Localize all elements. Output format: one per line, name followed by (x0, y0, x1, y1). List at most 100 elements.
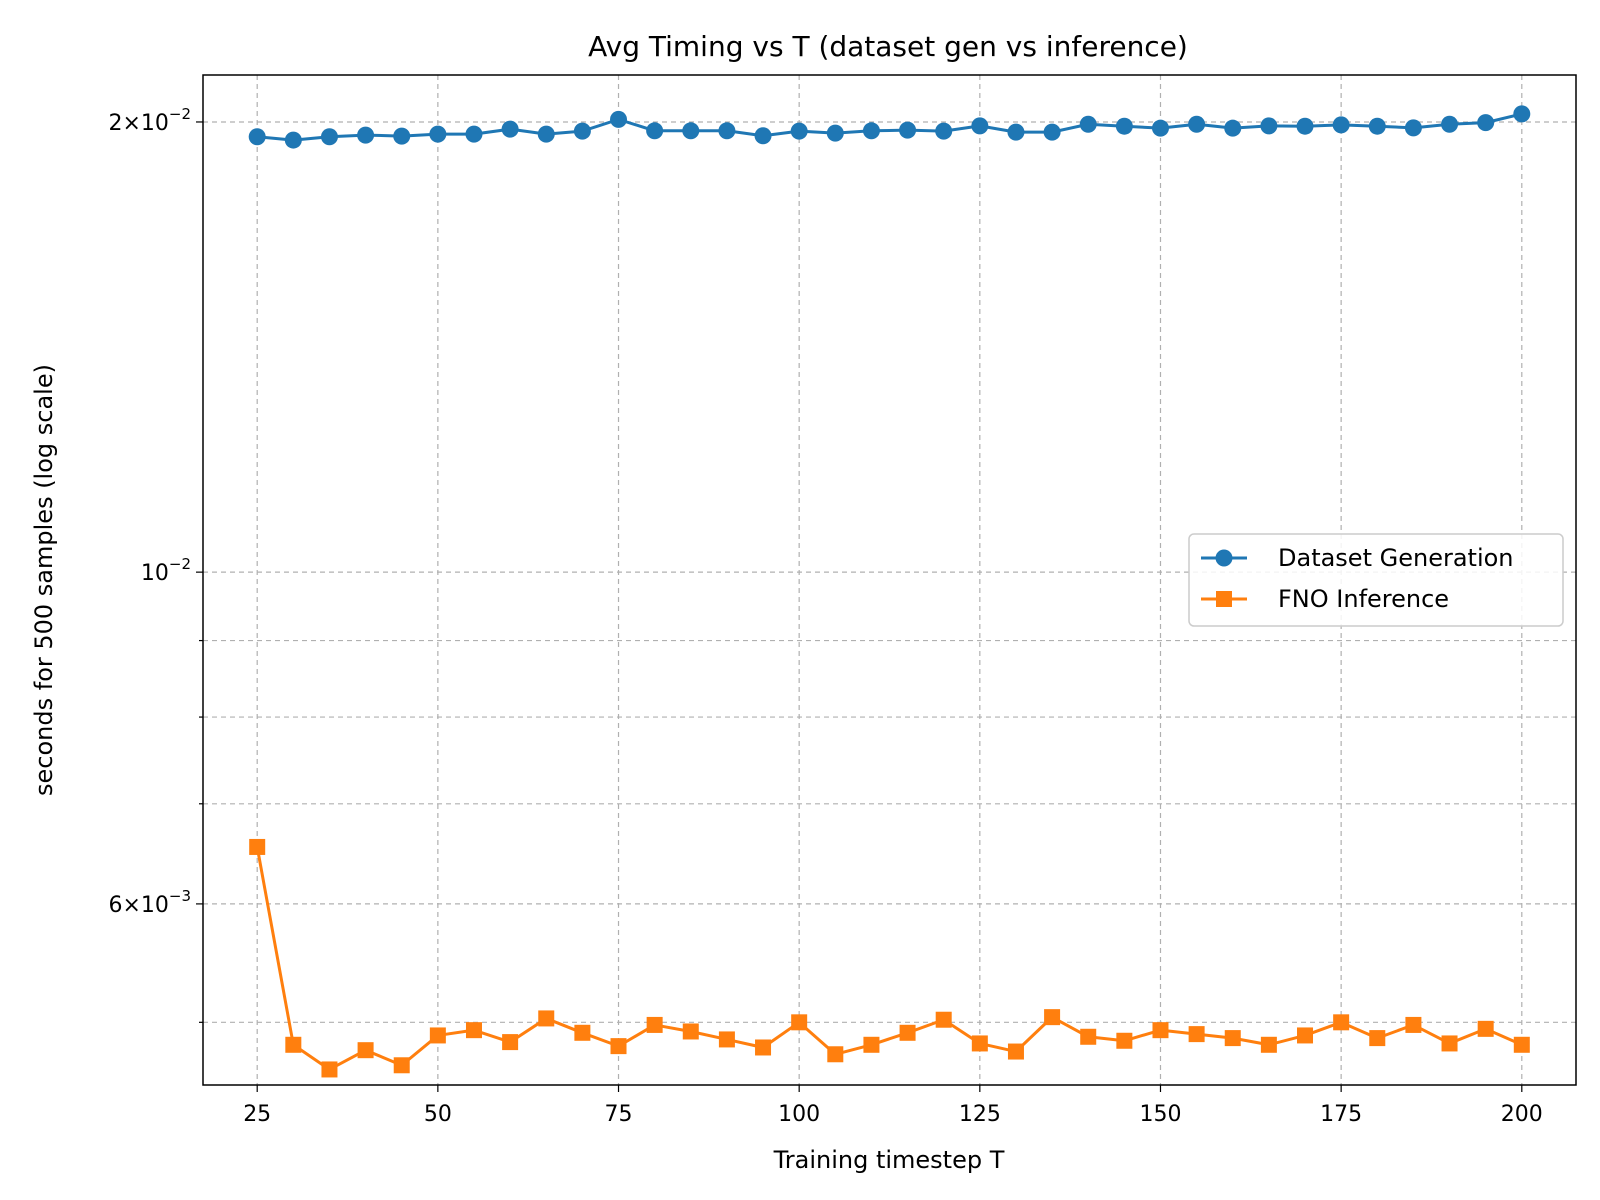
data-point (393, 127, 411, 145)
data-point (899, 1024, 916, 1041)
legend-label: FNO Inference (1278, 585, 1449, 613)
data-point (791, 1014, 808, 1031)
data-point (1007, 123, 1025, 141)
y-tick-base: 10 (141, 561, 169, 586)
data-point (862, 122, 880, 140)
data-point (1405, 1016, 1422, 1033)
data-point (827, 1046, 844, 1063)
series-dataset-generation (248, 105, 1531, 149)
data-point (465, 125, 483, 143)
data-point (573, 122, 591, 140)
x-tick-label: 150 (1139, 1102, 1181, 1127)
legend-marker (1215, 549, 1233, 567)
legend-marker (1216, 591, 1232, 607)
y-tick-mantissa: 6 (108, 893, 122, 918)
data-point (248, 128, 266, 146)
y-tick-exponent: −3 (169, 887, 191, 905)
plot-frame (202, 74, 1577, 1086)
data-point (321, 1061, 338, 1078)
data-point (755, 1039, 772, 1056)
data-point (429, 1027, 446, 1044)
data-point (935, 122, 953, 140)
x-tick-label: 25 (243, 1102, 271, 1127)
data-point (1115, 117, 1133, 135)
data-point (610, 1038, 627, 1055)
series-layer (248, 105, 1531, 1078)
y-tick-label: 6×10−3 (108, 887, 191, 918)
data-point (1152, 1022, 1169, 1039)
data-point (1260, 117, 1278, 135)
legend-box (1188, 533, 1564, 627)
data-point (538, 1010, 555, 1027)
y-tick-label: 10−2 (141, 555, 191, 586)
grid-layer (203, 75, 1576, 1085)
x-tick-label: 200 (1501, 1102, 1543, 1127)
x-tick-label: 125 (959, 1102, 1001, 1127)
data-point (682, 122, 700, 140)
y-tick-base: 10 (141, 111, 169, 136)
legend-item: Dataset Generation (1201, 544, 1514, 572)
x-tick-label: 75 (605, 1102, 633, 1127)
legend-item: FNO Inference (1201, 585, 1449, 613)
data-point (1080, 1028, 1097, 1045)
data-point (537, 125, 555, 143)
data-point (971, 1035, 988, 1052)
data-point (1369, 1030, 1386, 1047)
data-point (1007, 1043, 1024, 1060)
chart-title: Avg Timing vs T (dataset gen vs inferenc… (588, 30, 1188, 63)
data-point (429, 125, 447, 143)
data-point (1368, 117, 1386, 135)
legend-label: Dataset Generation (1278, 544, 1514, 572)
data-point (285, 1036, 302, 1053)
data-point (1188, 1026, 1205, 1043)
data-point (249, 838, 266, 855)
data-point (610, 110, 628, 128)
data-point (284, 131, 302, 149)
data-point (1513, 105, 1531, 123)
x-tick-label: 175 (1320, 1102, 1362, 1127)
x-tick-label: 100 (778, 1102, 820, 1127)
data-point (1224, 119, 1242, 137)
data-point (935, 1011, 952, 1028)
data-point (1116, 1032, 1133, 1049)
data-point (1404, 119, 1422, 137)
data-point (754, 127, 772, 145)
data-point (393, 1057, 410, 1074)
data-point (1477, 1020, 1494, 1037)
data-point (1513, 1036, 1530, 1053)
data-point (1151, 119, 1169, 137)
data-point (826, 124, 844, 142)
y-tick-mantissa: 2 (108, 111, 122, 136)
y-tick-times: × (122, 111, 140, 136)
data-point (501, 120, 519, 138)
data-point (1224, 1030, 1241, 1047)
x-axis-label: Training timestep T (773, 1146, 1005, 1174)
data-point (357, 126, 375, 144)
y-tick-times: × (122, 893, 140, 918)
data-point (574, 1024, 591, 1041)
data-point (1043, 123, 1061, 141)
data-point (718, 122, 736, 140)
data-point (646, 1016, 663, 1033)
data-point (1044, 1009, 1061, 1026)
data-point (320, 128, 338, 146)
data-point (1332, 116, 1350, 134)
data-point (465, 1022, 482, 1039)
data-point (502, 1034, 519, 1051)
data-point (1441, 1035, 1458, 1052)
data-point (1260, 1036, 1277, 1053)
data-point (718, 1031, 735, 1048)
y-tick-base: 10 (141, 893, 169, 918)
data-point (357, 1042, 374, 1059)
data-point (1297, 1027, 1314, 1044)
series-fno-inference (249, 838, 1530, 1078)
data-point (1188, 115, 1206, 133)
data-point (790, 122, 808, 140)
y-tick-exponent: −2 (169, 105, 191, 123)
data-point (646, 122, 664, 140)
data-point (899, 121, 917, 139)
data-point (863, 1036, 880, 1053)
y-tick-exponent: −2 (169, 555, 191, 573)
